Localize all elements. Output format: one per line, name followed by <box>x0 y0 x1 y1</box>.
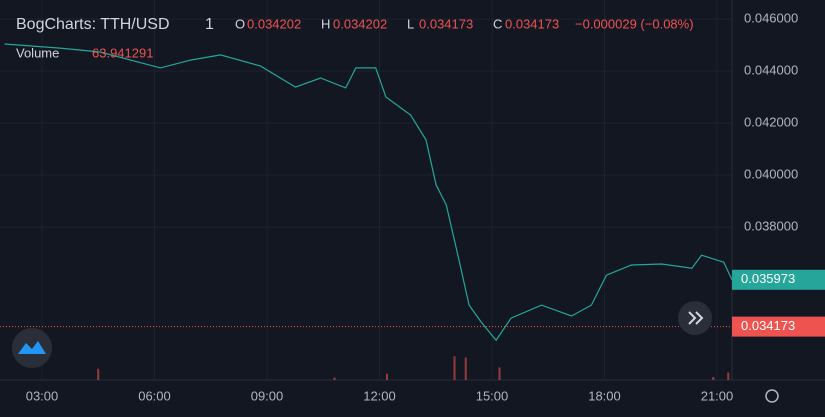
volume-bar <box>453 356 456 380</box>
scroll-icon <box>688 311 704 325</box>
interval: 1 <box>205 16 214 33</box>
volume-bar <box>727 372 730 380</box>
x-tick-label: 09:00 <box>251 388 284 403</box>
ohlc-value: 0.034202 <box>247 16 301 31</box>
ohlc-value: 0.034202 <box>333 16 387 31</box>
price-tag-label: 0.034173 <box>741 318 795 333</box>
change: −0.000029 (−0.08%) <box>575 16 694 31</box>
volume-bar <box>712 377 715 380</box>
y-tick-label: 0.044000 <box>744 62 798 77</box>
ohlc-key: L <box>407 16 414 31</box>
ohlc-value: 0.034173 <box>505 16 559 31</box>
settings-button[interactable] <box>765 389 779 403</box>
price-tag <box>732 316 825 337</box>
y-tick-label: 0.038000 <box>744 219 798 234</box>
logo-icon <box>18 341 46 354</box>
ohlc-value: 0.034173 <box>419 16 473 31</box>
x-tick-label: 21:00 <box>701 388 734 403</box>
logo-button[interactable] <box>12 328 52 368</box>
y-tick-label: 0.040000 <box>744 166 798 181</box>
x-tick-label: 06:00 <box>138 388 171 403</box>
volume-bar <box>333 377 336 380</box>
price-tag-label: 0.035973 <box>741 271 795 286</box>
x-tick-label: 15:00 <box>476 388 509 403</box>
ohlc-key: O <box>235 16 245 31</box>
volume-bar <box>97 368 100 380</box>
price-line <box>4 43 733 342</box>
plot: 0.038000 0.040000 0.042000 0.044000 0.046000… <box>0 0 825 403</box>
volume-label: Volume <box>16 45 59 60</box>
x-tick-label: 03:00 <box>26 388 59 403</box>
x-tick-label: 12:00 <box>363 388 396 403</box>
symbol-title: BogCharts: TTH/USD <box>16 16 170 33</box>
volume-bar <box>498 367 501 380</box>
ohlc-key: C <box>493 16 502 31</box>
volume-bar <box>464 357 467 380</box>
ohlc-key: H <box>321 16 330 31</box>
y-tick-label: 0.042000 <box>744 114 798 129</box>
y-tick-label: 0.046000 <box>744 10 798 25</box>
volume-value: 63.941291 <box>92 45 153 60</box>
x-tick-label: 18:00 <box>588 388 621 403</box>
volume-bar <box>386 373 388 380</box>
price-tag <box>732 269 825 290</box>
